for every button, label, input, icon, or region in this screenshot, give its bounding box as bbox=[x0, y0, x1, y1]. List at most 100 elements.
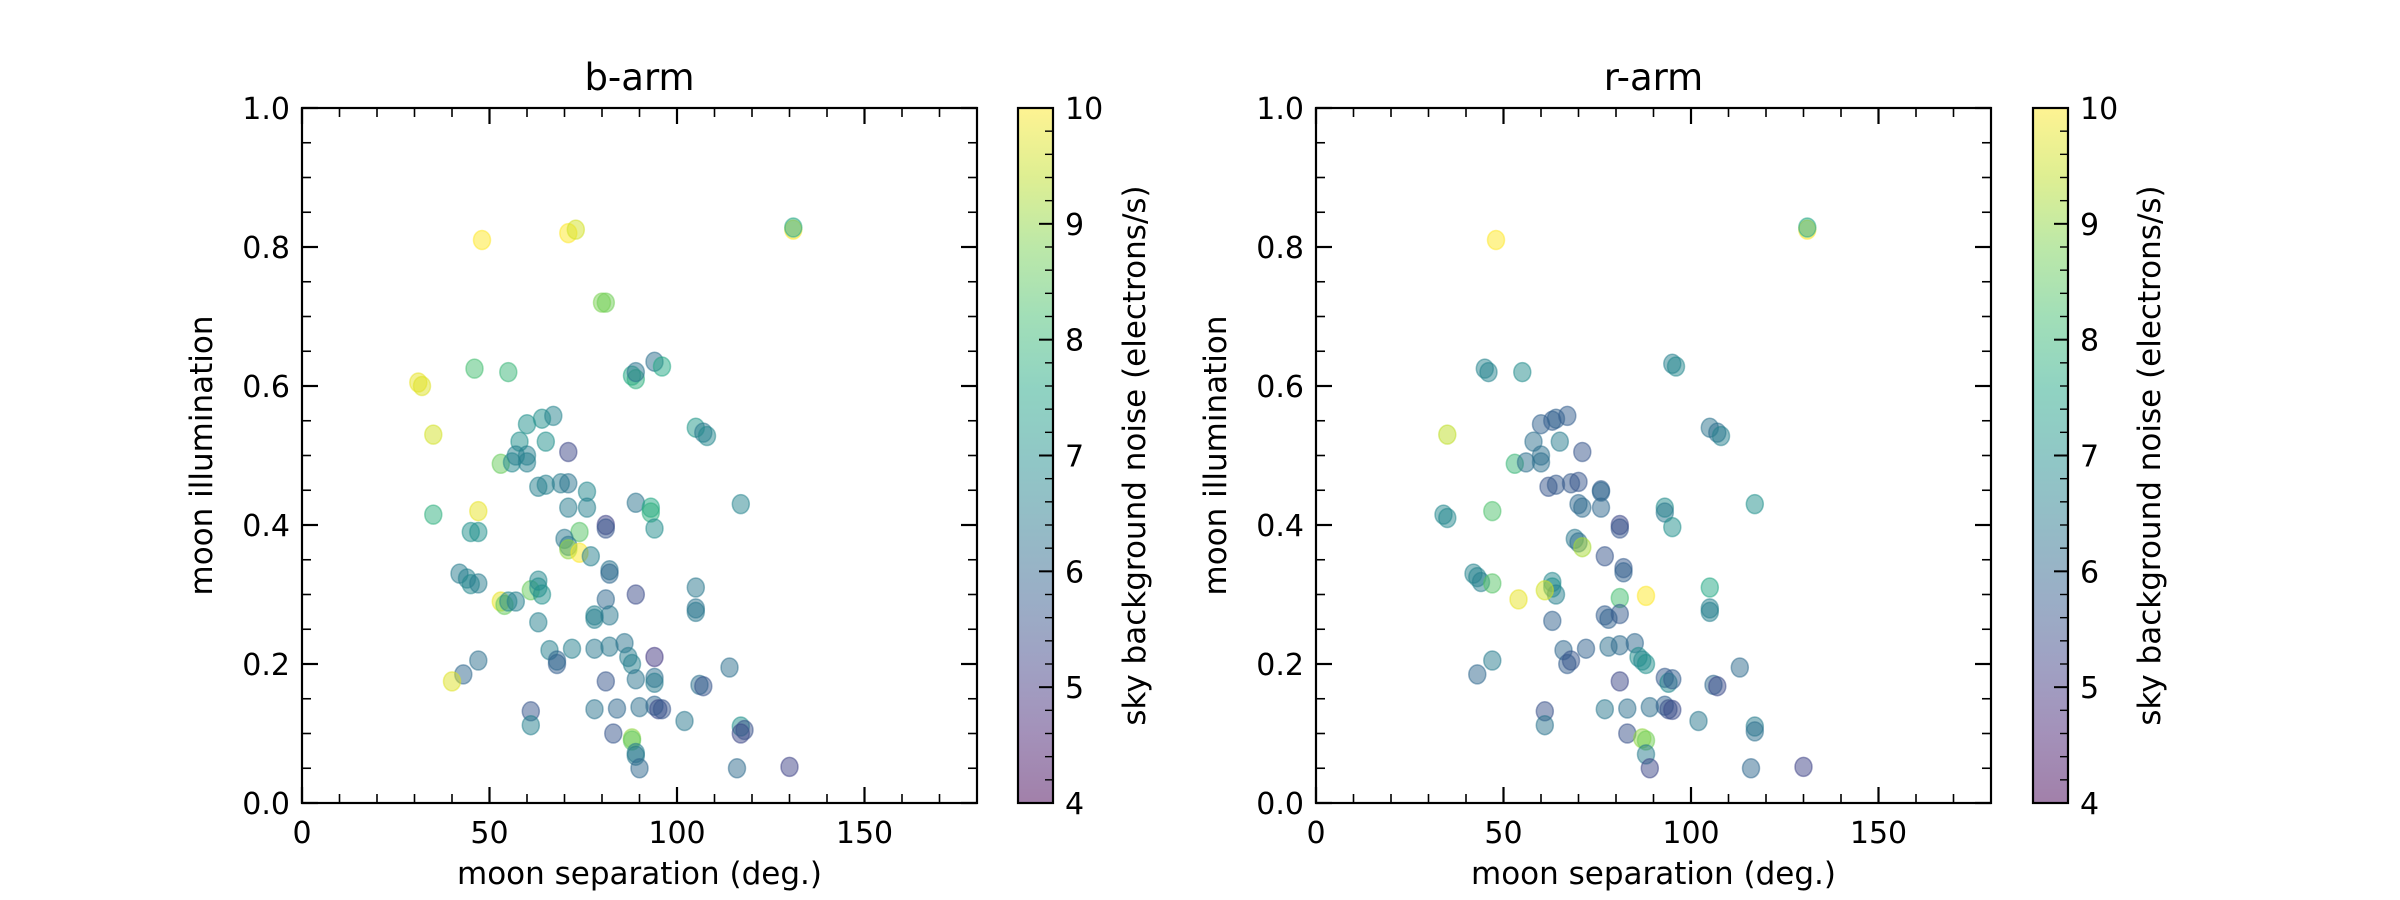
r-arm-panel: r-arm moon separation (deg.) moon illumi… bbox=[1198, 56, 2168, 892]
r-arm-data-point bbox=[1438, 507, 1457, 529]
b-arm-y-axis-label: moon illumination bbox=[184, 316, 220, 596]
b-arm-data-point bbox=[645, 518, 664, 539]
colorbar-tick-label: 9 bbox=[2080, 208, 2099, 243]
b-arm-data-point bbox=[469, 573, 488, 594]
r-arm-y-axis-label: moon illumination bbox=[1198, 316, 1234, 596]
b-arm-data-point bbox=[465, 358, 484, 379]
colorbar-tick-label: 6 bbox=[1065, 555, 1084, 590]
r-arm-data-point bbox=[1689, 710, 1708, 732]
b-arm-data-point bbox=[562, 638, 582, 659]
b-arm-data-point bbox=[559, 497, 578, 518]
r-arm-data-point bbox=[1550, 431, 1570, 452]
b-arm-data-point bbox=[585, 608, 604, 630]
colorbar-tick-label: 8 bbox=[2080, 324, 2099, 359]
b-arm-data-point bbox=[626, 584, 646, 605]
b-arm-colorbar: 4 5 6 7 8 9 10 bbox=[1016, 92, 1103, 822]
r-arm-data-point bbox=[1708, 675, 1727, 697]
r-arm-data-point bbox=[1591, 497, 1611, 518]
r-arm-data-point bbox=[1513, 361, 1532, 383]
b-arm-data-point bbox=[566, 219, 586, 240]
b-arm-axes-frame bbox=[300, 106, 979, 805]
b-arm-data-point bbox=[720, 657, 739, 678]
b-arm-data-point bbox=[506, 591, 526, 612]
y-tick-label: 1.0 bbox=[242, 92, 290, 127]
r-arm-data-point bbox=[1614, 562, 1633, 583]
b-arm-data-point bbox=[600, 563, 619, 584]
b-arm-data-point bbox=[424, 504, 443, 525]
r-arm-data-point bbox=[1569, 471, 1588, 493]
b-arm-data-point bbox=[532, 584, 552, 605]
colorbar-tick-label: 8 bbox=[1065, 324, 1084, 359]
colorbar-tick-label: 7 bbox=[2080, 440, 2099, 475]
r-arm-data-point bbox=[1438, 424, 1457, 445]
b-arm-data-point bbox=[630, 758, 649, 779]
r-arm-data-point bbox=[1610, 671, 1630, 692]
b-arm-data-point bbox=[731, 493, 751, 515]
r-arm-title: r-arm bbox=[1604, 56, 1703, 99]
b-arm-colorbar-label: sky background noise (electrons/s) bbox=[1117, 185, 1153, 725]
r-arm-data-point bbox=[1618, 698, 1637, 719]
r-arm-data-point bbox=[1561, 650, 1581, 671]
b-arm-data-point bbox=[727, 758, 747, 779]
y-tick-label: 0.8 bbox=[242, 231, 290, 266]
r-arm-data-point bbox=[1483, 500, 1502, 522]
b-arm-data-point bbox=[686, 601, 706, 623]
r-arm-data-point bbox=[1636, 585, 1656, 607]
colorbar-tick-label: 4 bbox=[1065, 787, 1084, 822]
r-arm-data-point bbox=[1479, 361, 1498, 383]
r-arm-data-point bbox=[1610, 518, 1630, 539]
y-tick-label: 0.6 bbox=[1256, 370, 1304, 405]
b-arm-data-point bbox=[652, 698, 672, 720]
r-arm-data-point bbox=[1486, 229, 1506, 251]
colorbar-tick-label: 7 bbox=[1065, 440, 1084, 475]
r-arm-data-point bbox=[1573, 497, 1592, 518]
b-arm-data-point bbox=[412, 375, 432, 397]
b-arm-data-point bbox=[472, 229, 492, 251]
b-arm-x-axis-label: moon separation (deg.) bbox=[457, 856, 822, 892]
b-arm-data-point bbox=[652, 356, 672, 377]
r-arm-data-point bbox=[1794, 756, 1813, 778]
r-arm-data-point bbox=[1573, 441, 1592, 463]
r-arm-colorbar: 4 5 6 7 8 9 10 bbox=[2031, 92, 2118, 822]
b-arm-data-point bbox=[626, 669, 646, 690]
r-arm-axis-ticks: 0 50 100 150 0.0 0.2 0.4 0.6 0.8 1.0 bbox=[1256, 92, 1992, 851]
b-arm-axis-ticks: 0 50 100 150 0.0 0.2 0.4 0.6 0.8 1.0 bbox=[242, 92, 978, 851]
r-arm-data-point bbox=[1663, 516, 1682, 538]
b-arm-data-point bbox=[600, 605, 619, 626]
r-arm-data-point bbox=[1509, 589, 1528, 610]
r-arm-data-point bbox=[1700, 577, 1720, 598]
r-arm-data-point bbox=[1576, 638, 1596, 659]
r-arm-data-point bbox=[1595, 546, 1615, 567]
b-arm-data-point bbox=[686, 577, 706, 598]
b-arm-data-point bbox=[607, 698, 627, 719]
b-arm-data-point bbox=[442, 671, 462, 692]
b-arm-data-point bbox=[697, 425, 717, 447]
colorbar-tick-label: 5 bbox=[2080, 671, 2099, 706]
b-arm-data-point bbox=[517, 452, 537, 473]
y-tick-label: 0.4 bbox=[1256, 509, 1304, 544]
x-tick-label: 50 bbox=[470, 816, 508, 851]
b-arm-data-point bbox=[780, 756, 799, 778]
b-arm-data-point bbox=[577, 497, 597, 518]
colorbar-tick-label: 6 bbox=[2080, 555, 2099, 590]
r-arm-data-point bbox=[1663, 699, 1682, 721]
x-tick-label: 100 bbox=[1662, 816, 1719, 851]
b-arm-data-point bbox=[596, 671, 616, 692]
x-tick-label: 0 bbox=[1306, 816, 1325, 851]
r-arm-data-point bbox=[1636, 653, 1656, 675]
y-tick-label: 1.0 bbox=[1256, 92, 1304, 127]
b-arm-data-point bbox=[469, 521, 488, 543]
x-tick-label: 50 bbox=[1484, 816, 1522, 851]
x-tick-label: 0 bbox=[292, 816, 311, 851]
r-arm-data-point bbox=[1711, 425, 1731, 447]
b-arm-data-point bbox=[499, 361, 518, 383]
r-arm-data-point bbox=[1573, 536, 1592, 558]
colorbar-frame bbox=[2031, 106, 2070, 805]
colorbar-frame bbox=[1016, 106, 1055, 805]
r-arm-data-point bbox=[1745, 721, 1765, 742]
b-arm-data-point bbox=[559, 441, 578, 463]
b-arm-data-point bbox=[559, 473, 578, 494]
r-arm-data-point bbox=[1595, 698, 1615, 720]
b-arm-data-point bbox=[600, 636, 619, 657]
y-tick-label: 0.4 bbox=[242, 509, 290, 544]
